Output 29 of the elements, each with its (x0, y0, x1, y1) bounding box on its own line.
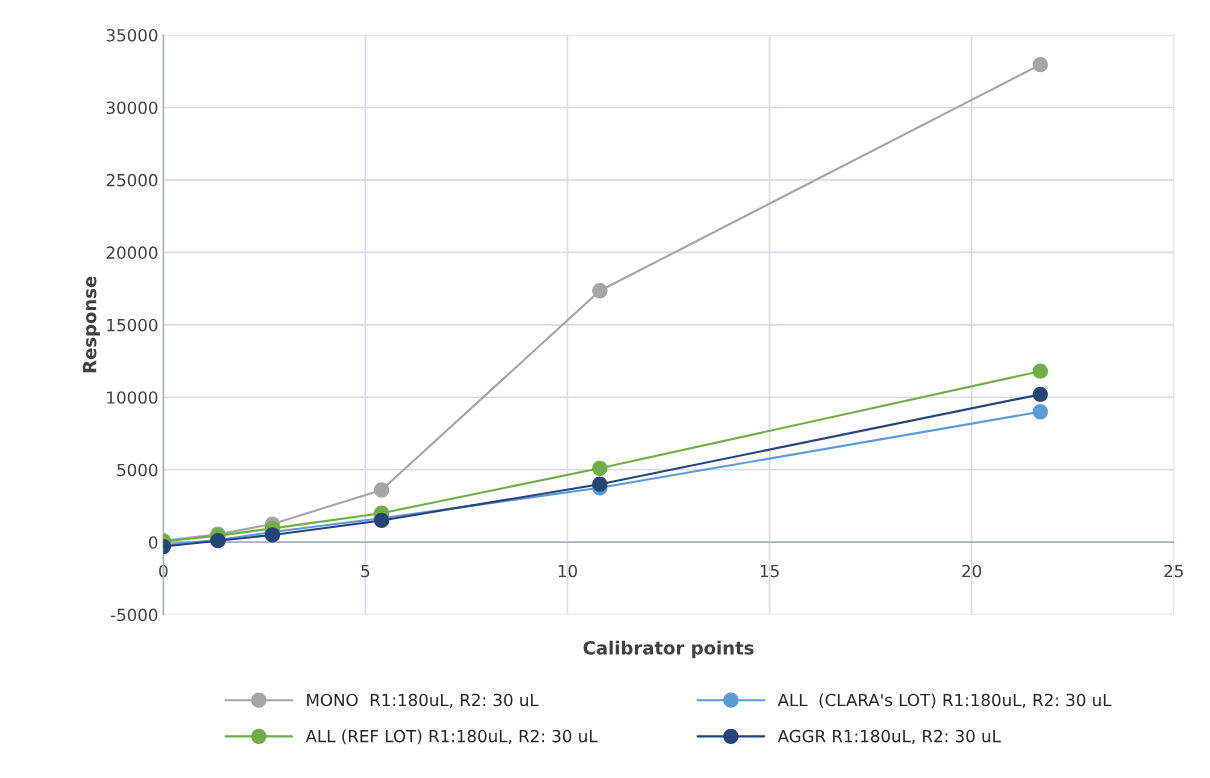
y-tick-label: -5000 (110, 608, 158, 622)
point (1032, 404, 1048, 420)
x-tick-label: 10 (558, 564, 577, 578)
point (1032, 57, 1048, 73)
y-tick-label: 0 (148, 536, 158, 549)
point (592, 476, 608, 492)
y-tick-label: 20000 (106, 246, 158, 259)
y-axis-title: Response (82, 276, 100, 373)
legend-label: MONO R1:180uL, R2: 30 uL (307, 693, 539, 708)
y-tick-label: 35000 (106, 28, 158, 42)
y-tick-label: 5000 (117, 463, 158, 477)
legend-label: ALL (CLARA's LOT) R1:180uL, R2: 30 uL (777, 693, 1112, 709)
point (592, 460, 608, 476)
x-tick-label: 15 (760, 564, 779, 578)
point (1032, 363, 1048, 379)
y-tick-label: 10000 (107, 391, 158, 404)
x-tick-label: 20 (962, 564, 982, 578)
y-tick-label: 30000 (106, 101, 158, 115)
x-tick-label: 5 (361, 564, 370, 578)
legend-label: ALL (REF LOT) R1:180uL, R2: 30 uL (305, 729, 598, 745)
x-tick-label: 25 (1164, 564, 1183, 578)
point (373, 482, 390, 498)
point (592, 283, 608, 299)
y-tick-label: 25000 (106, 173, 158, 187)
y-tick-label: 15000 (107, 318, 158, 332)
x-axis-title: Calibrator points (583, 640, 754, 659)
legend-label: AGGR R1:180uL, R2: 30 uL (777, 729, 1001, 745)
x-tick-label: 0 (159, 564, 168, 578)
point (1032, 386, 1048, 403)
